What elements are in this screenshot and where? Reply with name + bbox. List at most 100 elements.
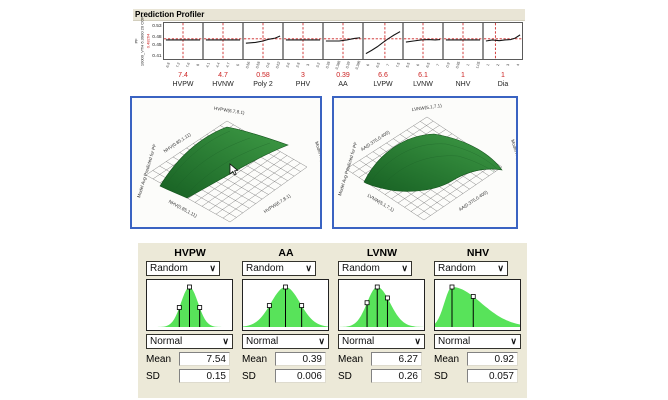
profiler-cell-nhv[interactable] [444,23,482,59]
z-axis-title-right: Model Avg Predicted for PF [314,141,320,196]
y-axis-title-bottom: AA(0.375,0.405) [458,189,489,212]
mean-hvpw-label: Mean [146,353,172,365]
factor-name: LVPW [373,81,393,88]
response-surface [363,133,503,192]
response-axis-tick: 0.45 [152,41,162,48]
dropdown-chevron-icon[interactable]: ∨ [401,263,408,273]
x-axis-tick: 0.39 [344,61,352,69]
profiler-cell-hvpw[interactable] [164,23,202,59]
dropdown-chevron-icon[interactable]: ∨ [318,336,325,346]
surface-plot-right[interactable]: LVNW(5.1,7.1) AA(0.375,0.405) LVNW(5.1,7.1… [332,96,518,229]
random-fixed-dropdown-nhv[interactable]: Random ∨ [434,261,508,276]
factor-current-value: 1 [461,72,465,79]
dropdown-chevron-icon[interactable]: ∨ [222,336,229,346]
distribution-handle[interactable] [266,303,272,308]
dropdown-chevron-icon[interactable]: ∨ [510,336,517,346]
profiler-cell-hvnw[interactable] [204,23,242,59]
random-fixed-dropdown-nhv-value: Random [438,263,476,274]
response-name-label: PF [133,38,139,44]
x-axis-tick: 0.38 [324,61,332,69]
sd-lvnw-input[interactable]: 0.26 [371,369,422,383]
profiler-cell-aa[interactable] [324,23,362,59]
distribution-handle[interactable] [197,305,203,310]
response-current-value: 0.48264 [145,33,151,49]
factor-current-value: 3 [301,72,305,79]
prediction-profiler-panel: Prediction Profiler PF 10000_VTH 6.3900 2… [133,9,525,89]
profile-curve [365,31,401,55]
distribution-type-dropdown-hvpw[interactable]: Normal ∨ [146,334,233,349]
distribution-handle[interactable] [470,294,476,299]
x-axis-ticks: 4.1 4.4 4.7 5 [204,60,242,71]
x-axis-ticks: 0.38 0.385 0.39 0.395 [324,60,362,71]
dropdown-chevron-icon[interactable]: ∨ [414,336,421,346]
random-fixed-dropdown-hvpw-value: Random [150,263,188,274]
mean-aa-input[interactable]: 0.39 [275,352,326,366]
factor-name: HVNW [212,81,234,88]
distribution-handle[interactable] [283,284,288,290]
random-fixed-dropdown-aa-value: Random [246,263,284,274]
y-axis-title: NHV(0.85,1.11) [163,132,192,154]
distribution-handle[interactable] [299,303,305,308]
dropdown-chevron-icon[interactable]: ∨ [497,263,504,273]
distribution-type-dropdown-lvnw[interactable]: Normal ∨ [338,334,425,349]
y-axis-title: AA(0.375,0.405) [360,129,391,152]
random-fixed-dropdown-hvpw[interactable]: Random ∨ [146,261,220,276]
x-axis-tick: 5.5 [405,61,411,69]
profiler-cell-dia[interactable] [484,23,522,59]
dropdown-chevron-icon[interactable]: ∨ [305,263,312,273]
profile-curve [485,34,521,42]
distribution-type-dropdown-nhv[interactable]: Normal ∨ [434,334,521,349]
z-axis-title-left: Model Avg Predicted for PF [136,143,157,198]
distribution-handle[interactable] [449,284,455,290]
x-axis-tick: 7.6 [185,61,191,69]
x-axis-tick: 1 [465,63,471,67]
distribution-type-dropdown-aa[interactable]: Normal ∨ [242,334,329,349]
mean-hvpw-input[interactable]: 7.54 [179,352,230,366]
x-axis-title-bottom: LVNW(5.1,7.1) [367,193,396,213]
x-axis-title: LVNW(5.1,7.1) [412,103,443,112]
random-fixed-dropdown-lvnw-value: Random [342,263,380,274]
dropdown-chevron-icon[interactable]: ∨ [209,263,216,273]
distribution-handle[interactable] [374,284,380,290]
distribution-handle[interactable] [385,295,390,301]
sd-nhv-input[interactable]: 0.057 [467,369,518,383]
distribution-type-dropdown-aa-value: Normal [246,336,279,347]
distribution-type-dropdown-hvpw-value: Normal [150,336,183,347]
z-axis-title-left: Model Avg Predicted for PF [337,141,358,196]
x-axis-tick: 3 [505,63,511,67]
profiler-cell-phv[interactable] [284,23,322,59]
random-fixed-dropdown-lvnw[interactable]: Random ∨ [338,261,412,276]
factor-current-value: 0.39 [336,72,350,79]
sd-hvpw-row: SD 0.15 [146,369,234,383]
sd-aa-input[interactable]: 0.006 [275,369,326,383]
response-axis-tick: 0.53 [152,22,162,29]
mean-nhv-input[interactable]: 0.92 [467,352,518,366]
profile-curve [245,35,281,44]
factor-name: NHV [455,81,471,88]
mean-lvnw-input[interactable]: 6.27 [371,352,422,366]
sd-hvpw-input[interactable]: 0.15 [179,369,230,383]
distribution-handle[interactable] [364,300,370,306]
profiler-cell-poly-2[interactable] [244,23,282,59]
x-axis-title: HVPW(6.7,8.1) [214,106,246,116]
profiler-cell-lvnw[interactable] [404,23,442,59]
mean-lvnw-row: Mean 6.27 [338,352,426,366]
x-axis-tick: 0.58 [254,61,262,69]
sd-hvpw-label: SD [146,370,160,382]
mean-lvnw-label: Mean [338,353,364,365]
simulator-panel-lvnw: LVNW Random ∨ Normal ∨ Mean 6.27 SD 0.26 [338,247,426,398]
profiler-x-ticks: 6.8 7.2 7.6 8 4.1 4.4 4.7 5 0.56 0.58 0.6 0.62 2.6 2.… [163,60,523,71]
x-axis-tick: 6 [415,63,421,67]
x-axis-ticks: 0.9 0.95 1 1.05 [444,60,482,71]
random-fixed-dropdown-aa[interactable]: Random ∨ [242,261,316,276]
distribution-handle[interactable] [176,305,182,310]
distribution-handle[interactable] [187,284,192,290]
profiler-cell-lvpw[interactable] [364,23,402,59]
sd-nhv-row: SD 0.057 [434,369,522,383]
response-surface [159,126,289,199]
surface-plot-left[interactable]: HVPW(6.7,8.1) NHV(0.85,1.11) NHV(0.85,1.11… [130,96,322,229]
profiler-title-bar[interactable]: Prediction Profiler [133,9,525,21]
mean-hvpw-row: Mean 7.54 [146,352,234,366]
profiler-factor-values: 7.4 4.7 0.58 3 0.39 6.6 6.1 1 1 [163,71,523,80]
x-axis-tick: 0.56 [244,61,252,69]
